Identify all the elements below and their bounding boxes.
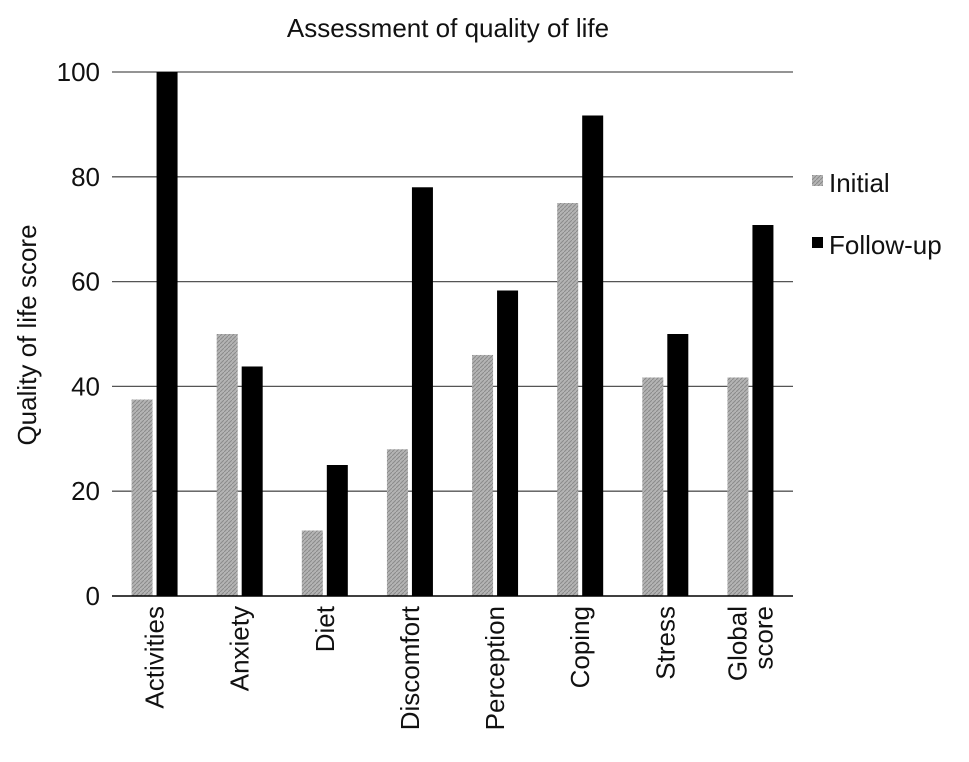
y-tick-label: 100 — [57, 57, 100, 87]
y-tick-label: 60 — [71, 267, 100, 297]
bar-initial-7 — [727, 377, 749, 596]
y-tick-label: 0 — [86, 581, 100, 611]
x-tick-label-group: Anxiety — [225, 606, 255, 691]
x-tick-label-group: Discomfort — [395, 605, 425, 730]
bar-initial-2 — [301, 530, 323, 596]
bar-follow-up-1 — [241, 366, 263, 596]
x-tick-label: Anxiety — [225, 606, 255, 691]
bar-follow-up-7 — [752, 225, 774, 596]
x-tick-label: Perception — [480, 606, 510, 730]
chart-title: Assessment of quality of life — [287, 13, 609, 43]
x-tick-label: score — [748, 606, 778, 670]
x-tick-label: Diet — [310, 605, 340, 652]
x-tick-labels: Activities Anxiety Diet Discomfort Perceptio… — [140, 605, 779, 730]
y-tick-label: 80 — [71, 162, 100, 192]
bar-follow-up-0 — [156, 72, 178, 596]
bar-initial-1 — [216, 334, 238, 596]
x-tick-label: Stress — [650, 606, 680, 680]
x-tick-label: Coping — [565, 606, 595, 688]
bar-follow-up-6 — [667, 334, 689, 596]
legend-label: Follow-up — [829, 230, 942, 260]
x-tick-label: Discomfort — [395, 605, 425, 730]
x-tick-label: Global — [722, 606, 752, 681]
x-tick-label-group: Activities — [140, 606, 170, 709]
bar-initial-3 — [386, 449, 408, 596]
bar-follow-up-4 — [497, 290, 519, 596]
bar-follow-up-2 — [326, 465, 348, 596]
x-tick-label: Activities — [140, 606, 170, 709]
bar-initial-4 — [472, 354, 494, 596]
x-tick-label-group: Perception — [480, 606, 510, 730]
bar-follow-up-5 — [582, 115, 604, 596]
y-tick-label: 20 — [71, 476, 100, 506]
legend-swatch — [812, 237, 823, 248]
gridlines — [112, 71, 793, 492]
bar-initial-5 — [557, 203, 579, 596]
bar-initial-6 — [642, 377, 664, 596]
bar-follow-up-3 — [411, 187, 433, 596]
legend-label: Initial — [829, 168, 890, 198]
x-tick-label-group: Diet — [310, 605, 340, 652]
x-tick-label-group: Coping — [565, 606, 595, 688]
legend: Initial Follow-up — [812, 168, 942, 260]
y-tick-label: 40 — [71, 371, 100, 401]
bars — [131, 72, 774, 596]
y-tick-labels: 0 20 40 60 80 100 — [57, 57, 100, 611]
legend-swatch — [812, 175, 823, 186]
x-tick-label-group: Stress — [650, 606, 680, 680]
bar-initial-0 — [131, 399, 153, 596]
y-axis-label: Quality of life score — [12, 224, 42, 445]
